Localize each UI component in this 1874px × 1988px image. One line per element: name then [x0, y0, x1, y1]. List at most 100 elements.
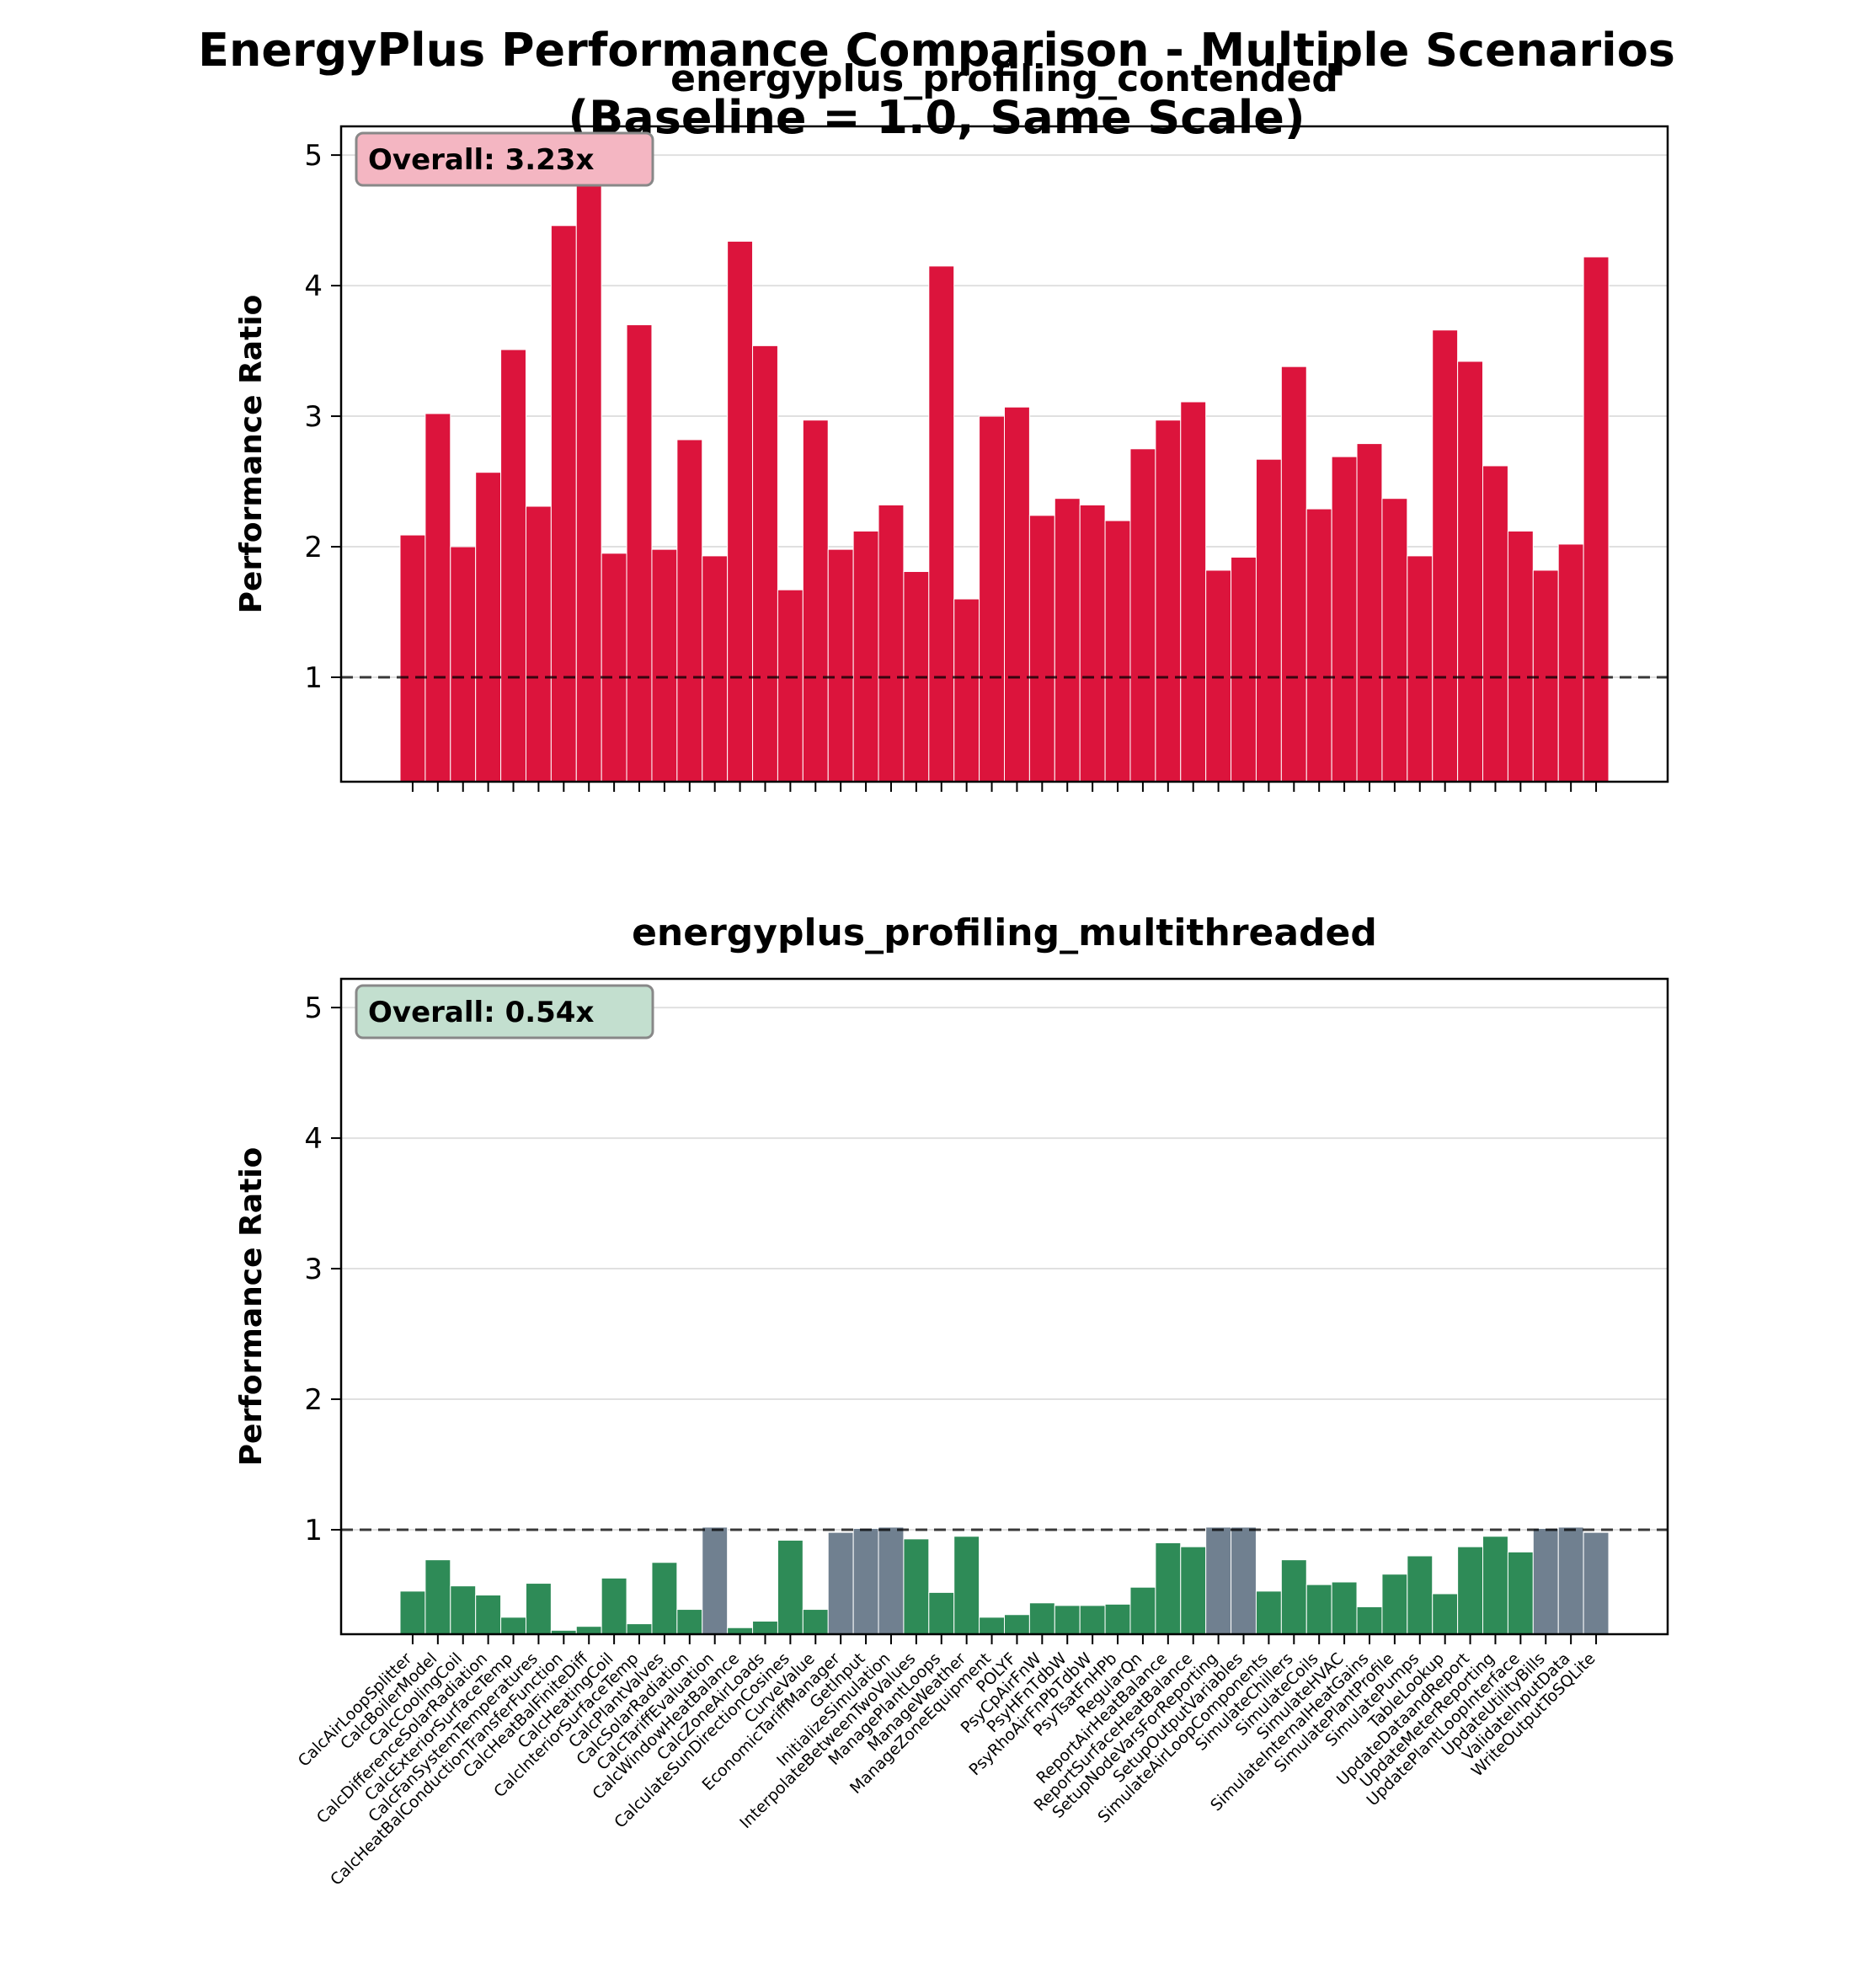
chart2-panel: energyplus_profiling_multithreaded12345C… — [234, 911, 1669, 1889]
chart1-bar-7 — [550, 225, 577, 783]
chart2-bar-9 — [601, 1577, 627, 1635]
chart2-ytick-label: 2 — [304, 1383, 323, 1417]
chart1-bar-10 — [626, 324, 653, 783]
chart1-title: energyplus_profiling_contended — [670, 57, 1338, 100]
chart1-bar-25 — [1004, 406, 1030, 783]
chart1-ytick-label: 4 — [304, 270, 323, 303]
chart2-bar-6 — [525, 1583, 552, 1635]
chart1-axes-frame — [339, 125, 1669, 783]
chart2-bar-15 — [752, 1621, 778, 1635]
chart2-bar-1 — [399, 1590, 426, 1635]
chart1-ytick-label: 5 — [304, 139, 323, 173]
chart1-bar-16 — [777, 589, 804, 783]
chart1-ylabel: Performance Ratio — [234, 295, 269, 614]
chart1-bar-30 — [1129, 448, 1156, 783]
chart2-bar-4 — [475, 1595, 502, 1635]
chart1-bar-23 — [953, 598, 980, 783]
chart2-bar-17 — [802, 1609, 829, 1635]
chart2-bar-30 — [1129, 1586, 1156, 1635]
chart2-ytick-label: 1 — [304, 1514, 323, 1547]
chart2-bar-28 — [1079, 1605, 1106, 1635]
chart2-bar-24 — [979, 1617, 1005, 1635]
chart1-ytick-label: 2 — [304, 531, 323, 564]
chart2-bar-2 — [424, 1559, 451, 1635]
chart2-bar-29 — [1104, 1603, 1131, 1635]
chart1-bar-4 — [475, 472, 502, 783]
chart2-bar-10 — [626, 1623, 653, 1635]
chart1-ytick-label: 3 — [304, 400, 323, 434]
chart1-bar-12 — [676, 439, 703, 783]
chart1-bar-1 — [399, 534, 426, 783]
chart1-bar-31 — [1155, 420, 1182, 783]
chart1-bar-47 — [1557, 543, 1584, 783]
chart2-ytick-label: 4 — [304, 1122, 323, 1156]
figure-title-line2: (Baseline = 1.0, Same Scale) — [568, 91, 1305, 144]
chart1-bar-6 — [525, 505, 552, 783]
chart2-bar-39 — [1356, 1606, 1383, 1635]
chart1-bar-33 — [1205, 569, 1232, 783]
chart2-bar-22 — [928, 1591, 955, 1635]
chart-panels: energyplus_profiling_contended 1 2 3 4 5 Perfo… — [234, 57, 1669, 1889]
chart1-bar-41 — [1407, 555, 1434, 783]
chart2-bar-45 — [1507, 1551, 1534, 1635]
chart2-bar-40 — [1381, 1574, 1408, 1635]
chart1-bar-13 — [702, 555, 729, 783]
chart1-bar-43 — [1457, 361, 1484, 783]
chart1-bar-35 — [1255, 458, 1282, 783]
chart1-bar-22 — [928, 265, 955, 783]
chart1-bar-11 — [651, 548, 678, 783]
chart2-ytick-label: 3 — [304, 1253, 323, 1286]
chart2-bar-31 — [1155, 1542, 1182, 1635]
chart1-bar-36 — [1280, 366, 1307, 783]
chart2-bar-3 — [450, 1585, 477, 1635]
chart2-bar-34 — [1231, 1526, 1257, 1635]
chart2-bar-32 — [1180, 1546, 1207, 1635]
chart1-bar-3 — [450, 546, 477, 783]
chart1-panel: energyplus_profiling_contended 1 2 3 4 5 Perfo… — [234, 57, 1669, 792]
chart2-bar-33 — [1205, 1526, 1232, 1635]
chart2-bar-36 — [1280, 1559, 1307, 1635]
chart2-bar-21 — [903, 1538, 930, 1635]
chart1-bar-38 — [1331, 456, 1358, 783]
chart2-bar-12 — [676, 1609, 703, 1635]
chart1-overall-label: Overall: 3.23x — [368, 143, 594, 177]
chart2-bar-37 — [1305, 1584, 1332, 1635]
chart1-bar-17 — [802, 420, 829, 783]
chart1-bar-26 — [1028, 515, 1055, 783]
chart1-bar-45 — [1507, 530, 1534, 783]
chart2-bar-13 — [702, 1526, 729, 1635]
chart1-bar-18 — [827, 548, 854, 783]
chart1-bar-8 — [575, 161, 602, 783]
chart1-bar-29 — [1104, 520, 1131, 783]
chart1-bar-20 — [878, 504, 905, 783]
chart2-bar-25 — [1004, 1614, 1030, 1635]
chart2-bar-48 — [1583, 1531, 1610, 1635]
chart1-bar-19 — [852, 530, 879, 783]
chart2-overall-label: Overall: 0.54x — [368, 996, 594, 1029]
chart2-bar-35 — [1255, 1590, 1282, 1635]
chart1-bar-9 — [601, 553, 627, 783]
chart2-bar-38 — [1331, 1581, 1358, 1635]
chart1-bar-37 — [1305, 508, 1332, 783]
chart1-bar-27 — [1054, 498, 1081, 783]
chart2-bar-42 — [1432, 1593, 1459, 1635]
chart2-axes-frame — [339, 977, 1669, 1636]
chart2-bar-16 — [777, 1539, 804, 1635]
chart2-bar-19 — [852, 1527, 879, 1635]
chart2-ylabel: Performance Ratio — [234, 1147, 269, 1467]
chart1-bar-42 — [1432, 329, 1459, 783]
chart1-bar-15 — [752, 345, 778, 783]
chart2-bar-20 — [878, 1526, 905, 1635]
chart2-ytick-label: 5 — [304, 991, 323, 1025]
chart2-bar-46 — [1532, 1527, 1559, 1635]
chart2-title: energyplus_profiling_multithreaded — [632, 911, 1377, 954]
chart1-bar-46 — [1532, 569, 1559, 783]
chart1-overall-badge — [355, 131, 654, 187]
chart2-bar-11 — [651, 1562, 678, 1635]
chart2-bar-8 — [575, 1626, 602, 1635]
chart2-bar-27 — [1054, 1605, 1081, 1635]
chart1-bar-34 — [1231, 556, 1257, 783]
chart1-bar-44 — [1482, 465, 1508, 783]
chart1-bar-24 — [979, 415, 1005, 783]
